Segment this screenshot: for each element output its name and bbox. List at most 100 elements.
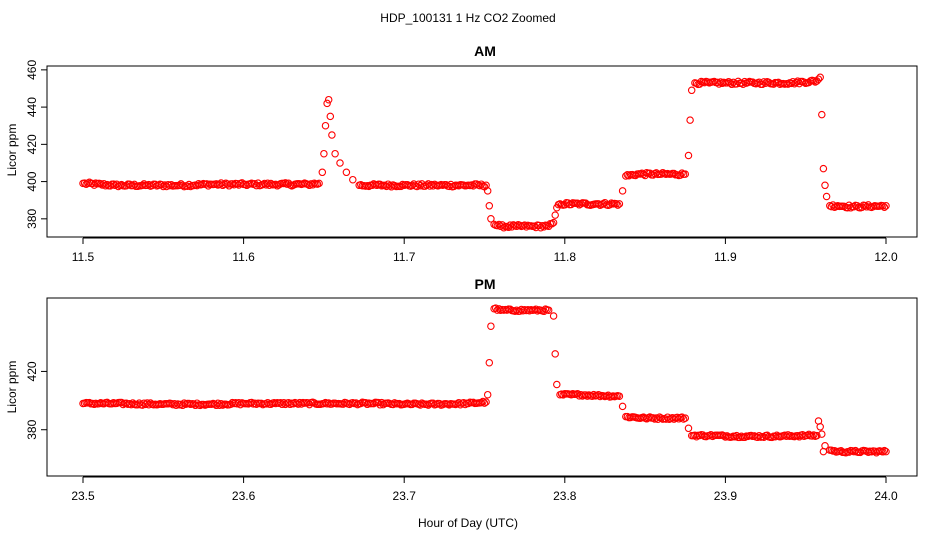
data-point	[321, 121, 330, 130]
data-point	[879, 202, 887, 210]
data-point	[331, 149, 339, 158]
am-ticks: 11.5 11.6 11.7 11.8 11.9 12.0 380 400 420 440 460	[25, 60, 898, 264]
pm-y-tick-label: 380	[25, 419, 39, 439]
pm-y-axis-label: Licor ppm	[5, 361, 19, 414]
data-point	[880, 446, 889, 455]
data-point	[193, 181, 201, 190]
data-point	[813, 431, 821, 440]
pm-x-tick-label: 23.9	[714, 489, 738, 503]
am-x-tick-label: 11.9	[714, 250, 737, 264]
data-point	[549, 218, 558, 227]
am-plot-frame	[46, 65, 918, 238]
pm-x-tick-label: 23.5	[71, 489, 95, 503]
data-point	[326, 112, 335, 121]
pm-panel-title: PM	[475, 276, 496, 292]
data-point	[618, 187, 627, 195]
data-point	[819, 164, 828, 173]
data-point	[549, 312, 558, 320]
data-point	[100, 180, 108, 188]
data-point	[336, 159, 344, 167]
data-point	[485, 358, 494, 367]
data-point	[349, 175, 357, 184]
data-point	[479, 397, 487, 406]
data-point	[818, 430, 826, 438]
data-point	[880, 203, 889, 211]
data-point	[328, 131, 336, 139]
data-point	[483, 187, 492, 195]
figure-title: HDP_100131 1 Hz CO2 Zoomed	[380, 11, 555, 25]
data-point	[618, 402, 627, 411]
am-y-tick-label: 440	[25, 97, 39, 117]
data-point	[814, 75, 823, 83]
data-point	[461, 400, 469, 409]
data-point	[787, 79, 795, 88]
data-point	[821, 442, 829, 450]
data-point	[821, 181, 829, 190]
am-y-axis-label: Licor ppm	[5, 124, 19, 177]
data-point	[376, 180, 384, 189]
data-point	[485, 202, 494, 210]
data-point	[818, 110, 826, 119]
data-point	[544, 306, 553, 314]
data-point	[315, 179, 323, 188]
data-point	[281, 179, 290, 187]
data-point	[882, 202, 890, 210]
am-y-tick-label: 400	[25, 171, 39, 191]
pm-plot-frame	[46, 297, 918, 477]
x-axis-label: Hour of Day (UTC)	[418, 516, 518, 530]
am-x-tick-label: 11.8	[554, 250, 577, 264]
data-point	[553, 380, 561, 389]
am-y-tick-label: 460	[25, 60, 39, 80]
data-point	[551, 350, 559, 358]
data-point	[822, 192, 831, 201]
data-point	[318, 168, 327, 177]
data-point	[681, 170, 690, 178]
data-point	[678, 169, 686, 177]
am-x-tick-label: 12.0	[874, 250, 898, 264]
data-point	[614, 201, 622, 209]
data-point	[477, 398, 486, 407]
data-point	[615, 392, 624, 400]
data-point	[487, 322, 495, 330]
data-point	[684, 424, 693, 433]
data-point	[612, 199, 620, 208]
data-point	[678, 413, 686, 421]
data-point	[686, 116, 694, 124]
data-point	[676, 171, 685, 179]
am-panel-title: AM	[474, 43, 496, 59]
data-point	[882, 447, 890, 456]
am-x-tick-label: 11.7	[393, 250, 416, 264]
pm-data-points	[79, 304, 890, 457]
data-point	[809, 77, 818, 85]
data-point	[320, 149, 328, 158]
data-point	[808, 432, 816, 440]
am-x-tick-label: 11.6	[232, 250, 255, 264]
data-point	[681, 414, 690, 422]
pm-x-tick-label: 23.8	[553, 489, 577, 503]
data-point	[879, 448, 887, 456]
data-point	[267, 179, 275, 188]
pm-y-tick-label: 420	[25, 361, 39, 381]
am-x-tick-label: 11.5	[72, 250, 95, 264]
data-point	[728, 80, 736, 89]
pm-x-tick-label: 23.6	[232, 489, 256, 503]
data-point	[342, 168, 351, 177]
am-data-points	[79, 73, 890, 232]
data-point	[482, 398, 490, 406]
data-point	[809, 431, 818, 439]
data-point	[500, 223, 508, 232]
data-point	[816, 423, 824, 431]
data-point	[615, 200, 624, 208]
data-point	[551, 211, 559, 219]
am-y-tick-label: 380	[25, 208, 39, 228]
pm-panel: PM Licor ppm 23.5 23.6 23.7 23.8 23.9 24.0 380…	[5, 276, 918, 503]
data-point	[816, 73, 824, 82]
data-point	[480, 399, 489, 407]
data-point	[687, 86, 696, 95]
am-panel: AM Licor ppm 11.5 11.6 11.7 11.8 11.9 12.0 380…	[5, 43, 918, 264]
data-point	[684, 151, 693, 160]
data-point	[493, 221, 502, 230]
data-point	[487, 215, 495, 223]
data-point	[323, 99, 331, 108]
